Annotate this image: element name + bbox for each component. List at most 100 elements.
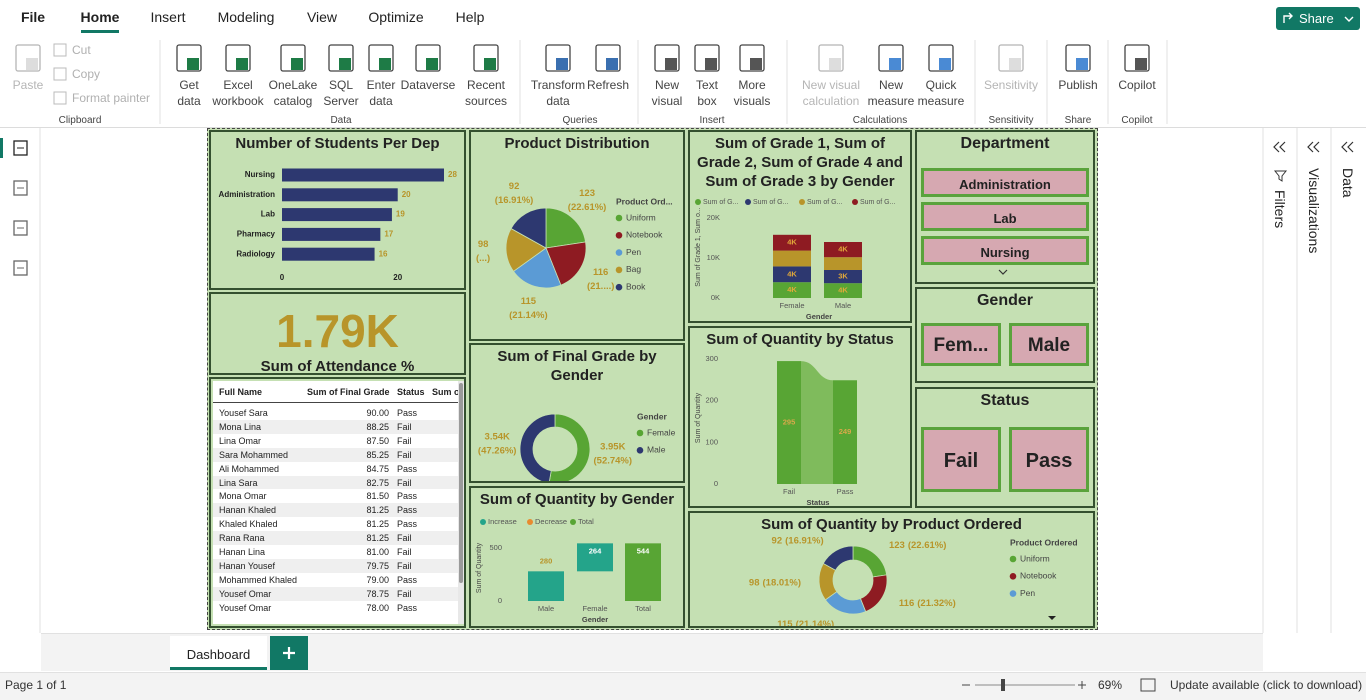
legend-label: Notebook [1020,571,1057,581]
ribbon-button-label[interactable]: Excel [223,78,253,92]
ribbon-button-label[interactable]: Text [695,78,718,92]
slicer-item[interactable]: Administration [921,168,1089,197]
menu-tab[interactable]: File [20,9,46,25]
ribbon-button-label[interactable]: visuals [733,94,771,108]
visual-title: Department [960,135,1050,152]
ribbon-icon-accent [1135,58,1147,70]
ribbon-small-button[interactable]: Cut [72,43,91,57]
visual[interactable]: Full Name Sum of Final Grade Status Sum o Yo… [209,377,466,628]
data-label: 249 [839,427,852,436]
ribbon-group-label: Share [1064,115,1092,126]
slicer-item[interactable]: Pass [1009,427,1089,492]
ribbon-small-button[interactable]: Format painter [72,91,151,105]
menu-tab[interactable]: View [306,9,338,25]
visual[interactable]: Sum of Grade 1, Sum of Grade 2, Sum of G… [688,130,912,323]
canvas: 123 (22.61%) 116 (21.32%) 115 (21.14%) 98 (18.0… [749,535,1078,626]
ribbon-button-label[interactable]: Quick [925,78,957,92]
share-icon [1283,12,1293,23]
legend-marker [799,199,805,205]
visual[interactable]: Sum of Quantity by Product Ordered 123 (22… [688,511,1095,628]
visual[interactable]: Status Fail Pass [915,387,1095,508]
ribbon-button-label[interactable]: Paste [12,78,44,92]
visual[interactable]: Gender Fem... Male [915,287,1095,383]
ribbon-button-label[interactable]: calculation [802,94,860,108]
column-header[interactable]: Sum o [432,387,458,397]
visual[interactable]: Number of Students Per Dep Nursing 28 Admin… [209,130,466,290]
data-label-percent: (21.14%) [509,310,548,321]
ribbon-button-label[interactable]: Copilot [1118,78,1156,92]
ribbon-button-label[interactable]: data [546,94,570,108]
legend-label: Sum of G... [703,199,738,206]
ribbon-button-label[interactable]: New [878,78,903,92]
ribbon-button-label[interactable]: box [697,94,717,108]
menu-tab[interactable]: Modeling [217,9,275,25]
data-label: 17 [384,230,393,239]
x-tick-label: Male [835,301,851,310]
slicer-item[interactable]: Lab [921,202,1089,231]
column-header[interactable]: Full Name [219,387,263,397]
page-tab[interactable]: Dashboard [170,636,267,670]
visual[interactable]: Sum of Final Grade by Gender 3.95K (52.74%… [469,343,685,483]
card-value: 1.79K [276,305,399,357]
pane-tab[interactable]: Visualizations [1306,168,1322,254]
ribbon-icon [328,44,354,72]
visual[interactable]: Department Administration Lab Nursing [915,130,1095,284]
update-notice[interactable]: Update available (click to download) [1170,678,1363,692]
ribbon-button-label[interactable]: Dataverse [400,78,456,92]
zoom-level[interactable]: 69% [1098,678,1123,692]
pane-tab[interactable]: Data [1340,168,1356,198]
ribbon-button-label[interactable]: Get [179,78,199,92]
collapse-icon [1307,141,1320,153]
share-button[interactable]: Share [1276,7,1360,30]
visual[interactable]: 1.79K Sum of Attendance % [209,292,466,375]
ribbon-button-label[interactable]: Sensitivity [983,78,1039,92]
visual[interactable]: Sum of Quantity by Gender Increase Decreas… [469,486,685,628]
menu-tab[interactable]: Home [80,9,120,25]
ribbon-button-label[interactable]: visual [651,94,683,108]
view-icon [13,220,28,236]
menu-tab[interactable]: Optimize [368,9,424,25]
table-row [213,419,458,434]
ribbon-button-label[interactable]: sources [464,94,508,108]
y-tick-label: 100 [705,437,718,446]
ribbon-button-label[interactable]: catalog [273,94,313,108]
ribbon-button-label[interactable]: Server [323,94,359,108]
ribbon-button-label[interactable]: Refresh [586,78,630,92]
slicer-item[interactable]: Male [1009,323,1089,366]
ribbon-button-label[interactable]: Recent [466,78,506,92]
table-cell: Fail [397,533,412,544]
slicer-item[interactable]: Fem... [921,323,1001,366]
ribbon-button-label[interactable]: OneLake [268,78,318,92]
bar [577,543,613,572]
legend-label: Uniform [1020,553,1050,563]
column-header[interactable]: Status [397,387,425,397]
menu-tab[interactable]: Help [455,9,485,25]
ribbon-button-label[interactable]: Publish [1058,78,1098,92]
menu-tab[interactable]: Insert [150,9,186,25]
pane-tab[interactable]: Filters [1272,190,1288,229]
ribbon-button-label[interactable]: data [177,94,201,108]
ribbon-button-label[interactable]: measure [867,94,915,108]
slicer-item[interactable]: Nursing [921,236,1089,265]
ribbon-button-label[interactable]: Transform [530,78,586,92]
y-tick-label: 500 [489,543,502,552]
slicer-item[interactable]: Fail [921,427,1001,492]
ribbon-button-label[interactable]: SQL [328,78,353,92]
slice [512,247,562,289]
ribbon-button-label[interactable]: Enter [366,78,396,92]
table-cell: 88.25 [366,421,389,432]
add-page-button[interactable] [270,636,308,670]
ribbon-small-button[interactable]: Copy [72,67,101,81]
visual[interactable]: Product Distribution 123 (22.61%) 116 (21...… [469,130,685,341]
bar [282,168,444,182]
ribbon-button-label[interactable]: New [654,78,679,92]
ribbon-button-label[interactable]: measure [917,94,965,108]
ribbon-button-label[interactable]: data [369,94,393,108]
ribbon-button-label[interactable]: More [738,78,766,92]
visual[interactable]: Sum of Quantity by Status 0 100 200 300 295 Fa… [688,326,912,508]
legend-marker [527,519,533,525]
view-icon [13,180,28,196]
ribbon-button-label[interactable]: New visual [801,78,861,92]
ribbon-button-label[interactable]: workbook [212,94,264,108]
column-header[interactable]: Sum of Final Grade [307,387,390,397]
